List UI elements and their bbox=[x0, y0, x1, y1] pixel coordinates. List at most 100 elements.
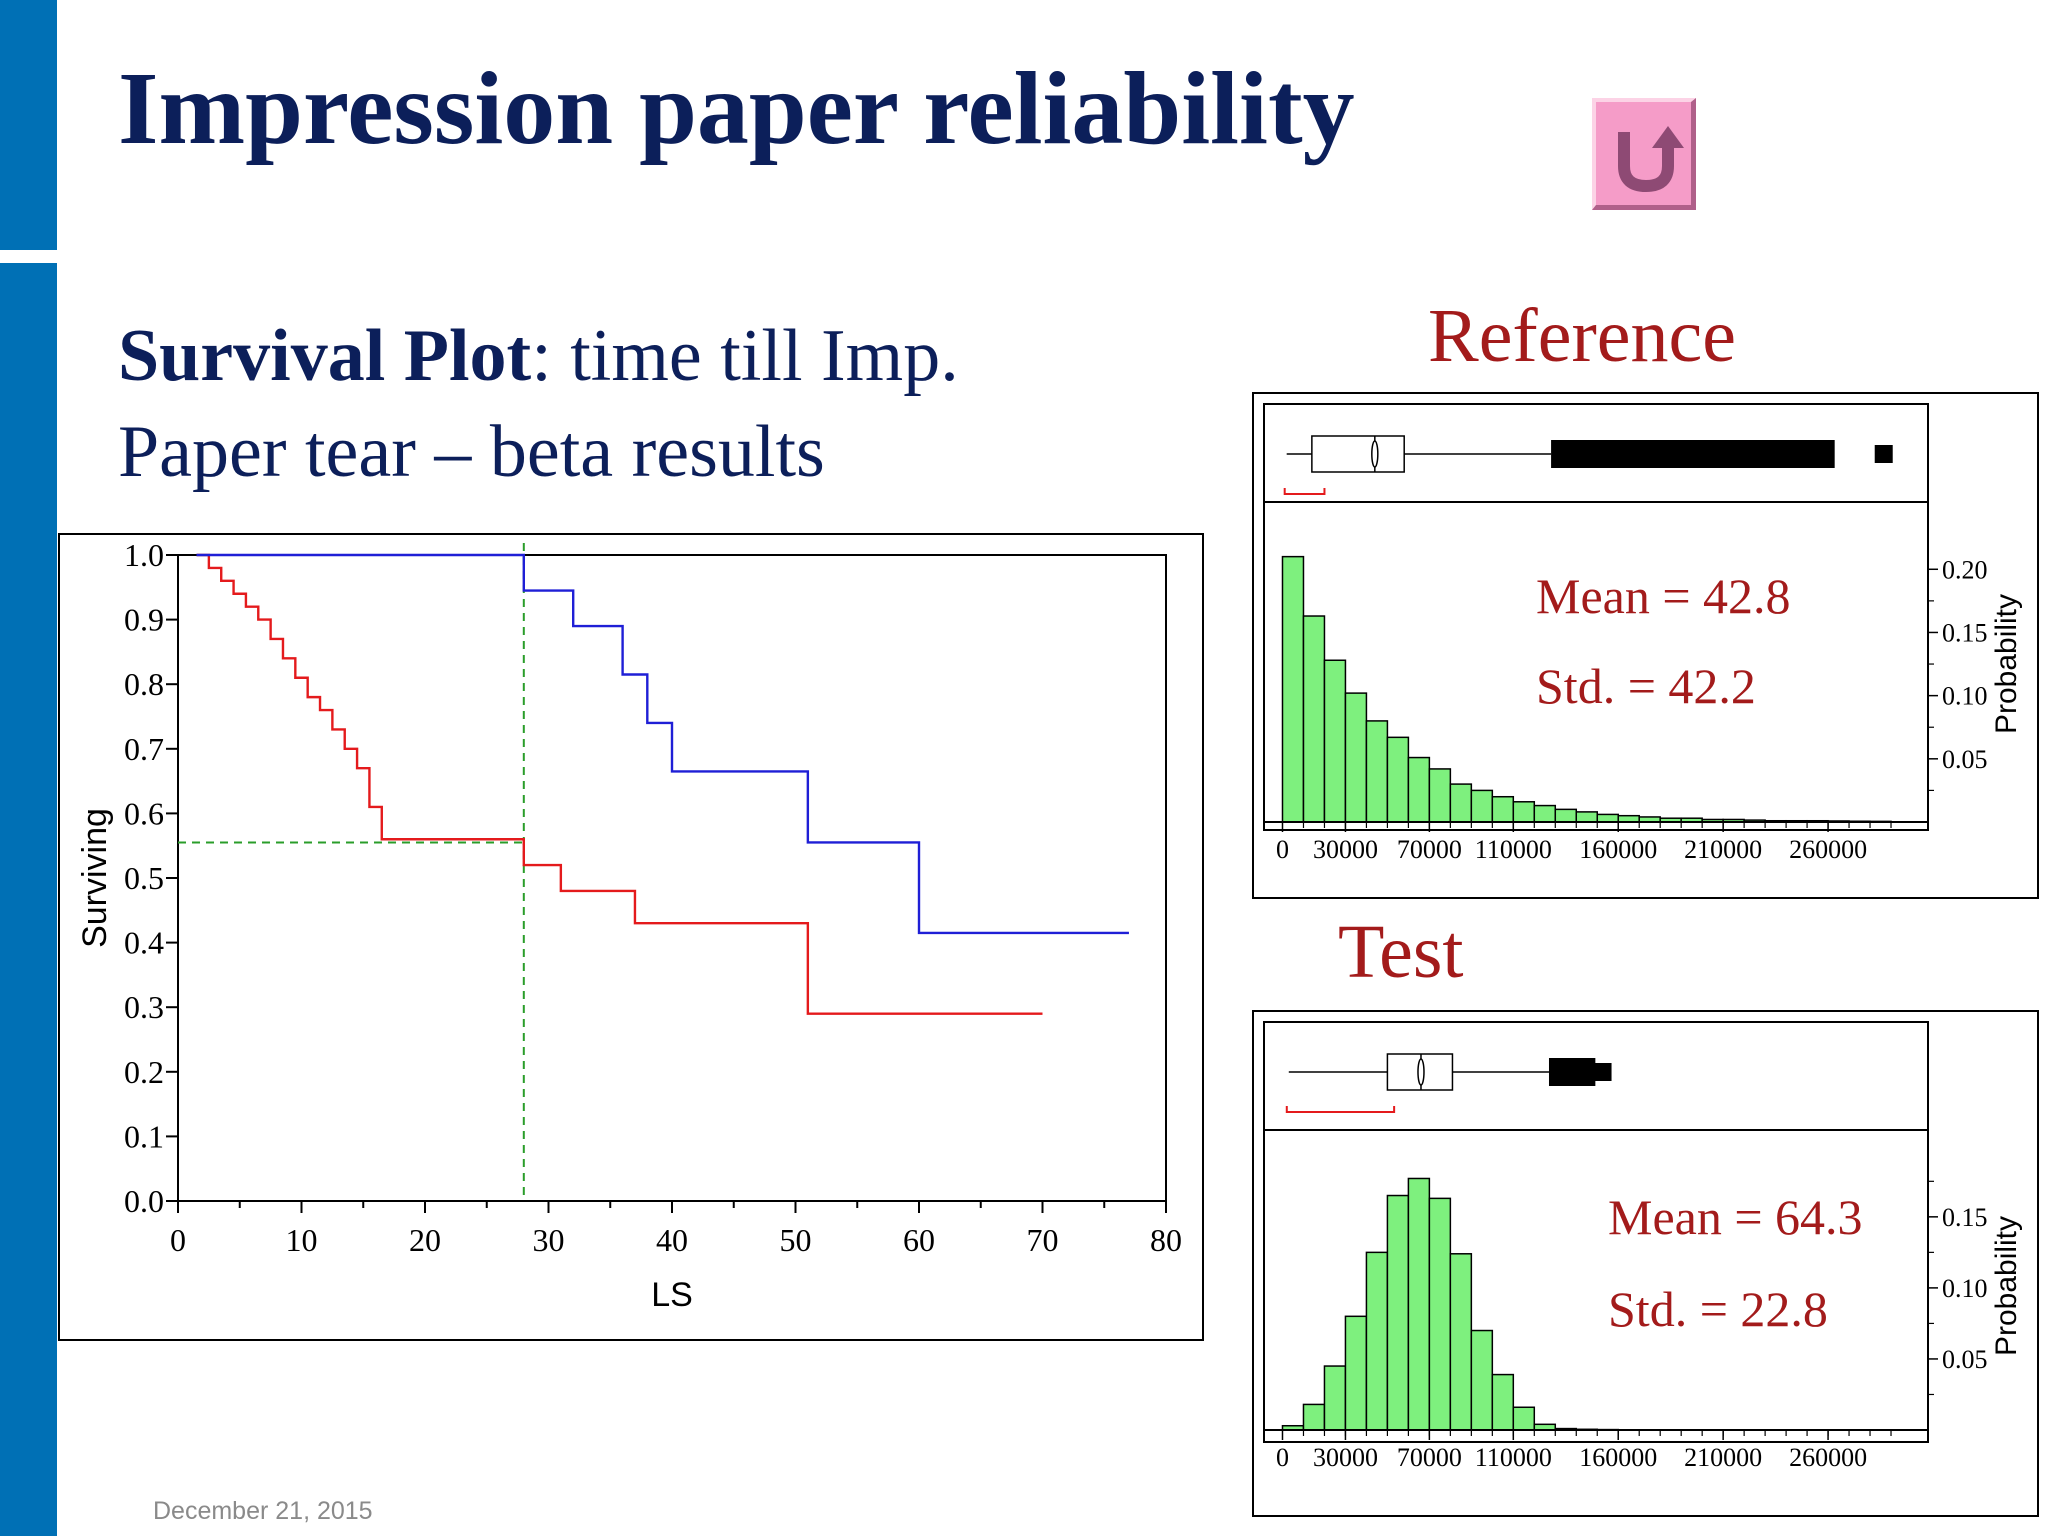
y-tick-label: 0.1 bbox=[124, 1118, 164, 1154]
return-button[interactable] bbox=[1592, 98, 1696, 210]
subtitle-line-2: Paper tear – beta results bbox=[118, 411, 825, 494]
histogram-frame bbox=[1263, 1129, 1929, 1443]
subtitle-rest: : time till Imp. bbox=[531, 315, 959, 397]
survival-curve-blue bbox=[196, 553, 1129, 935]
reference-histogram-chart: 0 30000 70000 110000 160000 210000 260000 0.05 0… bbox=[1252, 392, 2039, 899]
boxplot-box bbox=[1311, 435, 1405, 473]
x-tick-label: 40 bbox=[656, 1222, 688, 1258]
histogram-bar bbox=[1386, 1194, 1410, 1431]
y-tick-label: 0.15 bbox=[1942, 618, 1988, 647]
test-mean-label: Mean = 64.3 bbox=[1608, 1189, 1863, 1245]
test-title: Test bbox=[1338, 910, 1464, 994]
sidebar-accent-top bbox=[0, 0, 57, 250]
histogram-bar bbox=[1470, 1329, 1494, 1431]
x-axis-label: LS bbox=[651, 1276, 693, 1314]
x-tick-label: 160000 bbox=[1579, 835, 1657, 864]
histogram-bar bbox=[1428, 1197, 1452, 1431]
reference-y-axis-label: Probability bbox=[1990, 594, 2023, 734]
survival-chart: 0 10 20 30 40 50 60 70 80 0.0 0.1 0.2 0.3 0.4 0.5 0.6 0.… bbox=[58, 533, 1204, 1341]
footer-date: December 21, 2015 bbox=[153, 1497, 373, 1525]
y-tick-label: 0.15 bbox=[1942, 1203, 1988, 1232]
x-tick-label: 260000 bbox=[1789, 835, 1867, 864]
x-tick-label: 110000 bbox=[1475, 835, 1552, 864]
y-tick-label: 0.10 bbox=[1942, 1274, 1988, 1303]
y-tick-label: 0.20 bbox=[1942, 555, 1988, 584]
subtitle: Survival Plot: time till Imp. Paper tear… bbox=[118, 308, 959, 500]
histogram-bar bbox=[1512, 1406, 1536, 1431]
histogram-bar bbox=[1449, 1253, 1473, 1431]
histogram-bar bbox=[1470, 789, 1494, 823]
x-tick-label: 10 bbox=[286, 1222, 318, 1258]
x-tick-label: 70 bbox=[1027, 1222, 1059, 1258]
y-tick-label: 0.3 bbox=[124, 989, 164, 1025]
boxplot-shortest-half-bracket bbox=[1283, 488, 1326, 495]
histogram-bar bbox=[1407, 756, 1431, 823]
reference-mean-label: Mean = 42.8 bbox=[1536, 568, 1791, 624]
y-tick-label: 0.5 bbox=[124, 860, 164, 896]
reference-title: Reference bbox=[1428, 294, 1736, 378]
test-std-label: Std. = 22.8 bbox=[1608, 1281, 1828, 1337]
y-tick-label: 0.0 bbox=[124, 1183, 164, 1219]
test-y-axis-label: Probability bbox=[1990, 1216, 2023, 1356]
x-tick-label: 80 bbox=[1150, 1222, 1182, 1258]
histogram-frame bbox=[1263, 501, 1929, 831]
histogram-bar bbox=[1302, 615, 1326, 823]
histogram-bar bbox=[1302, 1403, 1326, 1431]
histogram-bar bbox=[1491, 1373, 1515, 1431]
y-tick-label: 0.8 bbox=[124, 666, 164, 702]
subtitle-bold: Survival Plot bbox=[118, 315, 532, 397]
subtitle-line-1: Survival Plot: time till Imp. bbox=[118, 308, 959, 404]
boxplot-outliers bbox=[1548, 1058, 1596, 1086]
reference-std-label: Std. = 42.2 bbox=[1536, 658, 1756, 714]
x-tick-label: 260000 bbox=[1789, 1443, 1867, 1472]
y-tick-label: 1.0 bbox=[124, 537, 164, 573]
boxplot-outliers bbox=[1551, 440, 1835, 468]
histogram-bar bbox=[1449, 783, 1473, 823]
x-tick-label: 30000 bbox=[1313, 1443, 1378, 1472]
x-tick-label: 20 bbox=[409, 1222, 441, 1258]
y-tick-label: 0.9 bbox=[124, 602, 164, 638]
histogram-bar bbox=[1512, 801, 1536, 823]
histogram-bar bbox=[1365, 720, 1389, 823]
x-tick-label: 30000 bbox=[1313, 835, 1378, 864]
histogram-bar bbox=[1365, 1251, 1389, 1431]
y-tick-label: 0.05 bbox=[1942, 745, 1988, 774]
x-tick-label: 110000 bbox=[1475, 1443, 1552, 1472]
boxplot-shortest-half-bracket bbox=[1285, 1106, 1396, 1113]
histogram-bar bbox=[1554, 808, 1578, 823]
y-tick-label: 0.10 bbox=[1942, 682, 1988, 711]
x-tick-label: 0 bbox=[1276, 835, 1289, 864]
x-tick-label: 70000 bbox=[1397, 835, 1462, 864]
histogram-bar bbox=[1344, 1315, 1368, 1431]
y-tick-label: 0.05 bbox=[1942, 1345, 1988, 1374]
histogram-bar bbox=[1323, 1365, 1347, 1431]
y-tick-label: 0.6 bbox=[124, 795, 164, 831]
y-axis-label: Surviving bbox=[76, 808, 114, 948]
boxplot-mean-diamond bbox=[1371, 440, 1379, 468]
x-tick-label: 60 bbox=[903, 1222, 935, 1258]
x-tick-label: 70000 bbox=[1397, 1443, 1462, 1472]
histogram-bar bbox=[1323, 659, 1347, 823]
histogram-bar bbox=[1575, 811, 1598, 823]
x-tick-label: 50 bbox=[780, 1222, 812, 1258]
x-tick-label: 160000 bbox=[1579, 1443, 1657, 1472]
histogram-bar bbox=[1407, 1177, 1431, 1431]
histogram-bar bbox=[1491, 795, 1515, 823]
boxplot-outlier-max bbox=[1593, 1063, 1612, 1081]
histogram-bar bbox=[1386, 736, 1410, 823]
y-tick-label: 0.7 bbox=[124, 731, 164, 767]
x-tick-label: 30 bbox=[533, 1222, 565, 1258]
sidebar-accent-bottom bbox=[0, 263, 57, 1536]
histogram-bar bbox=[1533, 804, 1557, 823]
y-tick-label: 0.2 bbox=[124, 1054, 164, 1090]
x-tick-label: 0 bbox=[170, 1222, 186, 1258]
test-histogram-chart: 0 30000 70000 110000 160000 210000 260000 0.05 0… bbox=[1252, 1010, 2039, 1517]
histogram-bar bbox=[1596, 813, 1619, 823]
x-tick-label: 210000 bbox=[1684, 835, 1762, 864]
histogram-bar bbox=[1344, 692, 1368, 823]
u-turn-arrow-icon bbox=[1618, 126, 1684, 193]
slide-title: Impression paper reliability bbox=[118, 51, 1355, 166]
x-tick-label: 210000 bbox=[1684, 1443, 1762, 1472]
x-tick-label: 0 bbox=[1276, 1443, 1289, 1472]
survival-curve-red bbox=[196, 553, 1043, 1015]
